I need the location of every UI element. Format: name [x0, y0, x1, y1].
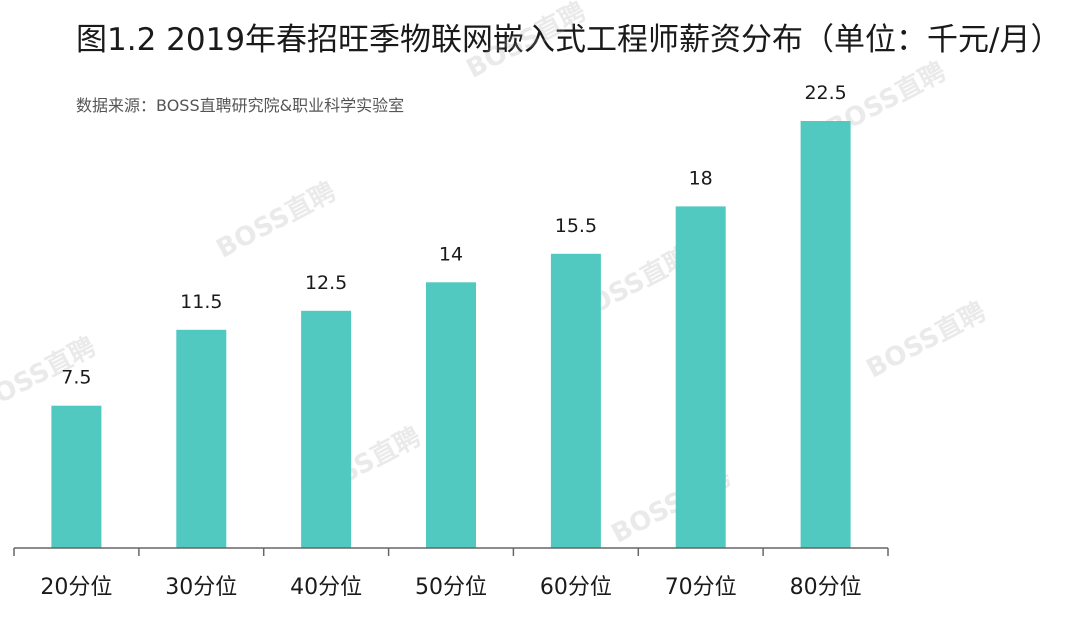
bar-80分位 — [800, 121, 851, 548]
value-labels-group: 7.5 11.5 12.5 14 15.5 18 22.5 — [61, 82, 846, 389]
category-label: 60分位 — [540, 575, 612, 600]
category-label: 30分位 — [165, 575, 237, 600]
bar-50分位 — [426, 282, 476, 548]
category-label: 20分位 — [40, 575, 112, 600]
x-axis — [13, 547, 889, 556]
bar-20分位 — [51, 405, 102, 548]
value-label: 7.5 — [61, 367, 91, 389]
category-label: 70分位 — [665, 575, 737, 600]
data-source: 数据来源：BOSS直聘研究院&职业科学实验室 — [76, 96, 405, 115]
bars-group — [51, 121, 851, 549]
bar-60分位 — [550, 253, 601, 549]
value-label: 12.5 — [305, 272, 347, 294]
value-label: 11.5 — [180, 291, 222, 313]
category-labels-group: 20分位 30分位 40分位 50分位 60分位 70分位 80分位 — [40, 575, 861, 600]
chart-title: 图1.2 2019年春招旺季物联网嵌入式工程师薪资分布（单位：千元/月） — [76, 22, 1062, 58]
value-label: 18 — [689, 167, 713, 189]
bar-70分位 — [675, 206, 726, 548]
category-label: 40分位 — [290, 575, 362, 600]
category-label: 50分位 — [415, 575, 487, 600]
value-label: 22.5 — [804, 82, 846, 104]
bar-30分位 — [176, 329, 227, 548]
value-label: 15.5 — [555, 215, 597, 237]
value-label: 14 — [439, 243, 463, 265]
bar-40分位 — [301, 310, 352, 548]
category-label: 80分位 — [790, 575, 862, 600]
